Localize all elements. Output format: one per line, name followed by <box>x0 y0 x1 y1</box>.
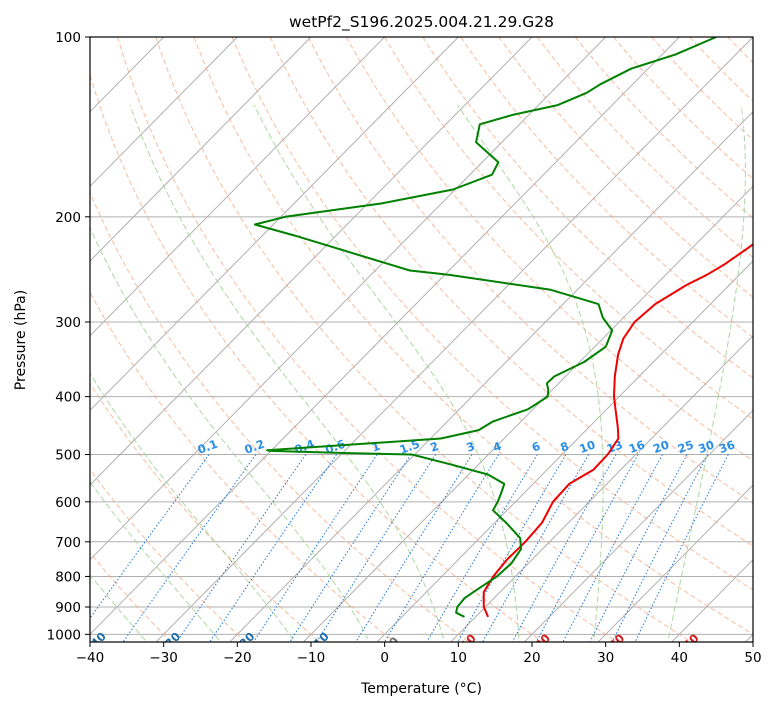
y-tick-label: 200 <box>55 210 81 226</box>
dry-adiabat-line <box>90 191 469 642</box>
mixing-ratio-line <box>253 454 378 642</box>
isotherm-line <box>90 37 533 486</box>
isotherm-line <box>303 185 753 642</box>
dry-adiabat-line <box>498 37 753 298</box>
isotherm-line <box>524 409 753 642</box>
y-tick-label: 1000 <box>47 627 81 643</box>
mixing-ratio-line <box>209 454 338 642</box>
mixing-ratio-line <box>562 454 663 642</box>
mixing-ratio-label: 16 <box>627 437 647 456</box>
x-tick-label: −30 <box>149 650 178 666</box>
dry-adiabat-line <box>90 468 246 642</box>
moist-adiabat-line <box>90 481 222 642</box>
mixing-ratio-line <box>611 454 708 642</box>
moist-adiabat-line <box>90 226 371 642</box>
isotherm-line <box>155 37 753 642</box>
dry-adiabat-label: 0 <box>386 634 402 650</box>
dry-adiabat-line <box>384 37 753 420</box>
mixing-ratio-line <box>535 454 639 642</box>
dewpoint-profile-line <box>253 37 717 618</box>
mixing-ratio-label: 20 <box>651 437 671 456</box>
mixing-ratio-label: 25 <box>676 437 696 456</box>
x-axis-label: Temperature (°C) <box>360 681 482 697</box>
dry-adiabat-line <box>766 37 775 642</box>
y-tick-label: 800 <box>55 569 81 585</box>
mixing-ratio-line <box>90 454 210 620</box>
dry-adiabat-line <box>613 37 753 180</box>
x-tick-label: 50 <box>744 650 761 666</box>
y-tick-label: 300 <box>55 315 81 331</box>
temperature-profile-line <box>482 242 753 618</box>
x-tick-label: 40 <box>671 650 688 666</box>
dry-adiabat-line <box>90 73 544 642</box>
isotherm-line <box>90 37 238 188</box>
moist-adiabat-line <box>90 372 296 642</box>
mixing-ratio-line <box>482 454 590 642</box>
mixing-ratio-line <box>384 454 500 642</box>
y-tick-label: 100 <box>55 30 81 46</box>
y-tick-label: 600 <box>55 495 81 511</box>
mixing-ratio-line <box>634 454 729 642</box>
isotherm-line <box>90 37 312 262</box>
y-tick-label: 500 <box>55 448 81 464</box>
dry-adiabat-line <box>231 37 753 591</box>
mixing-ratio-line <box>589 454 688 642</box>
y-tick-label: 900 <box>55 600 81 616</box>
dry-adiabat-line <box>155 37 692 642</box>
mixing-ratio-line <box>289 454 412 642</box>
chart-title: wetPf2_S196.2025.004.21.29.G28 <box>289 13 554 32</box>
isotherm-line <box>90 37 459 412</box>
isotherm-line <box>90 37 386 337</box>
x-tick-label: 30 <box>597 650 614 666</box>
dry-adiabat-label: 30 <box>606 631 627 652</box>
mixing-ratio-line <box>176 454 307 642</box>
x-tick-label: −10 <box>297 650 326 666</box>
dry-adiabat-line <box>193 37 753 635</box>
dry-adiabat-line <box>346 37 753 462</box>
x-tick-label: −40 <box>76 650 105 666</box>
x-tick-label: 10 <box>450 650 467 666</box>
mixing-ratio-line <box>511 454 617 642</box>
dry-adiabat-label: 40 <box>680 631 701 652</box>
moist-adiabat-line <box>129 104 446 642</box>
y-tick-label: 700 <box>55 535 81 551</box>
dry-adiabat-label: 10 <box>458 631 479 652</box>
mixing-ratio-label: 0.2 <box>242 437 266 457</box>
plot-area <box>90 37 753 642</box>
x-tick-label: 0 <box>380 650 389 666</box>
mixing-ratio-label: 30 <box>696 437 716 456</box>
x-tick-label: −20 <box>223 650 252 666</box>
mixing-ratio-label: 10 <box>577 437 597 456</box>
y-axis-label: Pressure (hPa) <box>13 290 29 390</box>
dry-adiabat-line <box>307 37 753 504</box>
dry-adiabat-label: 20 <box>532 631 553 652</box>
y-tick-label: 400 <box>55 390 81 406</box>
dry-adiabat-line <box>422 37 753 379</box>
isotherm-line <box>597 484 753 642</box>
mixing-ratio-label: 0.1 <box>196 437 220 457</box>
dry-adiabat-line <box>90 382 321 642</box>
moist-adiabat-line <box>457 104 604 642</box>
dry-adiabat-line <box>90 291 395 642</box>
moist-adiabat-line <box>253 104 520 642</box>
x-tick-label: 20 <box>523 650 540 666</box>
isotherm-line <box>90 37 607 561</box>
dry-adiabat-line <box>269 37 753 547</box>
mixing-ratio-line <box>426 454 538 642</box>
mixing-ratio-label: 36 <box>717 437 737 456</box>
dry-adiabat-line <box>536 37 753 258</box>
dry-adiabat-line <box>117 37 618 642</box>
isotherm-line <box>376 260 753 642</box>
moist-adiabat-line <box>667 105 746 642</box>
mixing-ratio-line <box>457 454 567 642</box>
isotherm-line <box>450 334 753 642</box>
isotherm-line <box>229 110 753 642</box>
moist-adiabat-line <box>90 574 148 642</box>
plot-frame <box>89 36 754 643</box>
